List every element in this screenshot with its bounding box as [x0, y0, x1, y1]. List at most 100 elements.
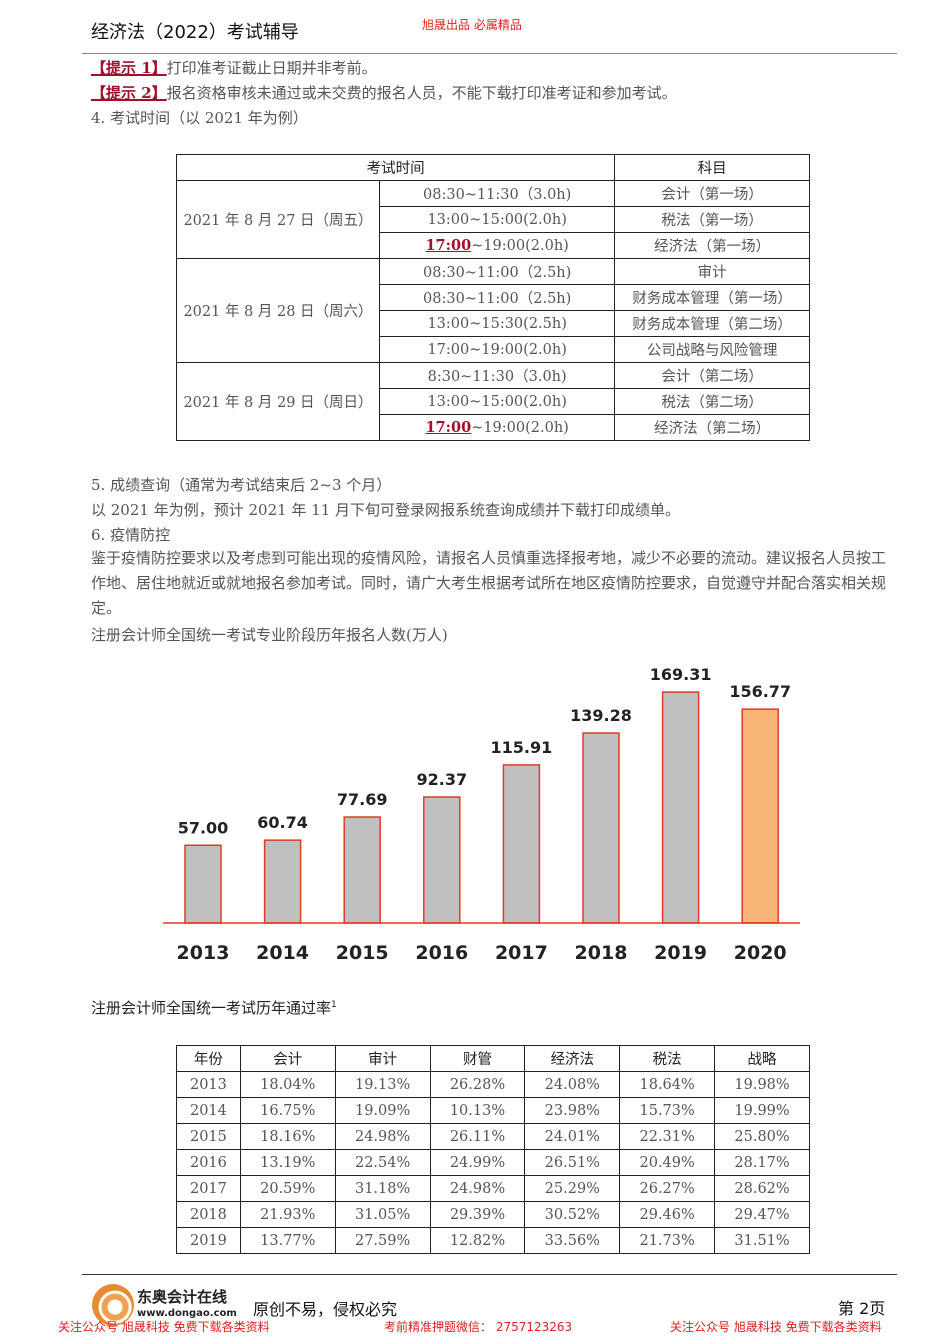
table-cell: 2013 — [176, 1071, 241, 1098]
exam-subject: 公司战略与风险管理 — [614, 336, 810, 363]
exam-time: 8:30~11:30（3.0h) — [378, 362, 616, 389]
table-cell: 24.08% — [524, 1071, 621, 1098]
time-text: 13:00~15:30(2.5h) — [427, 315, 567, 332]
table-cell: 19.13% — [334, 1071, 431, 1098]
exam-subject: 会计（第一场） — [614, 180, 810, 207]
table-cell: 33.56% — [524, 1227, 621, 1254]
exam-schedule-table: 考试时间 科目 2021 年 8 月 27 日（周五） 08:30~11:30（3.0… — [175, 154, 810, 441]
column-header: 税法 — [619, 1045, 716, 1072]
tip-1: 【提示 1】打印准考证截止日期并非考前。 — [91, 57, 377, 78]
schedule-row: 13:00~15:00(2.0h) 税法（第二场） — [177, 388, 810, 415]
exam-subject: 财务成本管理（第一场） — [614, 284, 810, 311]
bar-2019 — [661, 691, 700, 924]
promo-right: 关注公众号 旭晟科技 免费下载各类资料 — [670, 1320, 882, 1334]
exam-time: 08:30~11:00（2.5h) — [378, 284, 616, 311]
page-number: 第 2页 — [838, 1299, 886, 1318]
schedule-row: 17:00~19:00(2.0h) 经济法（第二场） — [177, 414, 810, 441]
data-label: 156.77 — [729, 682, 791, 701]
bar-2018 — [582, 732, 620, 924]
table-cell: 15.73% — [619, 1097, 716, 1124]
table-cell: 24.98% — [429, 1175, 526, 1202]
table-cell: 29.46% — [619, 1201, 716, 1228]
time-text: 08:30~11:00（2.5h) — [423, 291, 572, 307]
table-cell: 2015 — [176, 1123, 241, 1150]
exam-time: 13:00~15:30(2.5h) — [378, 310, 616, 337]
schedule-row: 17:00~19:00(2.0h) 经济法（第一场） — [177, 232, 810, 259]
table-cell: 18.04% — [239, 1071, 336, 1098]
table-row: 2013 18.04% 19.13% 26.28% 24.08% 18.64% 19.98% — [176, 1071, 810, 1098]
exam-subject: 财务成本管理（第二场） — [614, 310, 810, 337]
footnote-marker: 1 — [331, 1000, 337, 1010]
table-cell: 31.05% — [334, 1201, 431, 1228]
bar-2014 — [263, 839, 302, 924]
highlighted-time: 17:00 — [425, 237, 472, 254]
tip-tag: 【提示 2】 — [91, 84, 167, 102]
time-rest: ~19:00(2.0h) — [471, 238, 569, 254]
promo-wechat: 考前精准押题微信： 2757123263 — [384, 1320, 573, 1334]
table-cell: 28.62% — [714, 1175, 810, 1202]
tip-2: 【提示 2】报名资格审核未通过或未交费的报名人员，不能下载打印准考证和参加考试。 — [91, 82, 677, 103]
table-cell: 21.73% — [619, 1227, 716, 1254]
bar-2017 — [502, 764, 541, 924]
table-cell: 29.39% — [429, 1201, 526, 1228]
schedule-row: 2021 年 8 月 29 日（周日） 8:30~11:30（3.0h) 会计（第二… — [176, 362, 810, 441]
data-label: 60.74 — [257, 813, 308, 832]
table-cell: 2017 — [176, 1175, 241, 1202]
table-cell: 31.18% — [334, 1175, 431, 1202]
table-cell: 19.98% — [714, 1071, 810, 1098]
x-tick-label: 2016 — [415, 942, 468, 964]
highlighted-time: 17:00 — [425, 419, 472, 436]
section-5-heading: 5. 成绩查询（通常为考试结束后 2~3 个月） — [91, 476, 392, 494]
section-5-text: 以 2021 年为例，预计 2021 年 11 月下旬可登录网报系统查询成绩并下… — [91, 501, 681, 519]
x-tick-label: 2013 — [177, 942, 230, 964]
table-cell: 24.99% — [429, 1149, 526, 1176]
table-cell: 18.16% — [239, 1123, 336, 1150]
column-header: 年份 — [176, 1045, 241, 1072]
table-cell: 26.28% — [429, 1071, 526, 1098]
x-tick-label: 2020 — [734, 942, 787, 964]
table-cell: 31.51% — [714, 1227, 810, 1254]
x-tick-label: 2017 — [495, 942, 548, 964]
time-text: 08:30~11:30（3.0h) — [423, 187, 572, 203]
exam-subject: 税法（第一场） — [614, 206, 810, 233]
table-cell: 22.54% — [334, 1149, 431, 1176]
exam-time: 17:00~19:00(2.0h) — [378, 336, 616, 363]
table-cell: 19.99% — [714, 1097, 810, 1124]
header-exam-time: 考试时间 — [175, 154, 616, 181]
time-rest: ~19:00(2.0h) — [471, 420, 569, 436]
section-6-text: 鉴于疫情防控要求以及考虑到可能出现的疫情风险，请报名人员慎重选择报考地，减少不必… — [91, 549, 887, 617]
data-label: 77.69 — [337, 790, 388, 809]
footer-slogan: 原创不易，侵权必究 — [253, 1300, 398, 1319]
section-4-heading: 4. 考试时间（以 2021 年为例） — [91, 109, 308, 127]
exam-date: 2021 年 8 月 29 日（周日） — [176, 362, 380, 441]
table-row: 2016 13.19% 22.54% 24.99% 26.51% 20.49% 28.17% — [176, 1149, 810, 1176]
section-6-heading: 6. 疫情防控 — [91, 526, 171, 544]
table-cell: 23.98% — [524, 1097, 621, 1124]
table-cell: 24.01% — [524, 1123, 621, 1150]
exam-time: 17:00~19:00(2.0h) — [378, 232, 616, 259]
pass-rate-caption: 注册会计师全国统一考试历年通过率1 — [91, 997, 337, 1018]
table-cell: 13.19% — [239, 1149, 336, 1176]
exam-time: 08:30~11:00（2.5h) — [378, 258, 616, 285]
time-text: 13:00~15:00(2.0h) — [427, 393, 567, 410]
table-cell: 28.17% — [714, 1149, 810, 1176]
table-cell: 30.52% — [524, 1201, 621, 1228]
column-header: 经济法 — [524, 1045, 621, 1072]
table-cell: 25.29% — [524, 1175, 621, 1202]
exam-time: 13:00~15:00(2.0h) — [378, 388, 616, 415]
exam-date: 2021 年 8 月 28 日（周六） — [176, 258, 380, 363]
data-label: 92.37 — [416, 770, 467, 789]
promo-left: 关注公众号 旭晟科技 免费下载各类资料 — [58, 1320, 270, 1334]
exam-time: 08:30~11:30（3.0h) — [378, 180, 616, 207]
pass-caption-text: 注册会计师全国统一考试历年通过率 — [91, 999, 332, 1017]
x-tick-label: 2014 — [256, 942, 309, 964]
header-subject: 科目 — [614, 154, 810, 181]
tip-tag: 【提示 1】 — [91, 59, 167, 77]
table-cell: 25.80% — [714, 1123, 810, 1150]
table-row: 2019 13.77% 27.59% 12.82% 33.56% 21.73% 31.51% — [176, 1227, 810, 1254]
chart-caption: 注册会计师全国统一考试专业阶段历年报名人数(万人) — [91, 626, 448, 644]
data-label: 57.00 — [178, 818, 229, 837]
schedule-row: 13:00~15:00(2.0h) 税法（第一场） — [177, 206, 810, 233]
table-row: 2018 21.93% 31.05% 29.39% 30.52% 29.46% 29.47% — [176, 1201, 810, 1228]
